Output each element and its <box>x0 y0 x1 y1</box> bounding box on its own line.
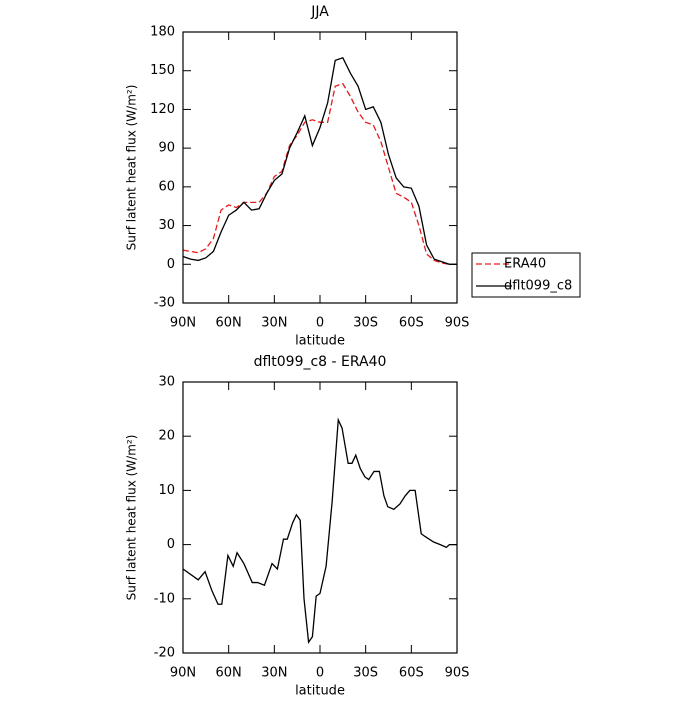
legend-label: ERA40 <box>504 257 546 272</box>
x-tick-label: 0 <box>316 316 324 331</box>
y-tick-label: 20 <box>158 429 175 444</box>
y-tick-label: 90 <box>158 141 175 156</box>
y-tick-label: 150 <box>150 63 175 78</box>
y-tick-label: 30 <box>158 375 175 390</box>
x-tick-label: 90S <box>445 316 470 331</box>
x-tick-label: 0 <box>316 666 324 681</box>
chart-title: dflt099_c8 - ERA40 <box>254 354 387 370</box>
y-tick-label: 120 <box>150 102 175 117</box>
x-tick-label: 90N <box>170 316 196 331</box>
legend-box <box>471 252 581 298</box>
y-tick-label: 180 <box>150 25 175 40</box>
y-tick-label: -10 <box>154 591 175 606</box>
x-tick-label: 60N <box>216 316 242 331</box>
x-axis-label: latitude <box>295 334 345 349</box>
y-axis-label: Surf latent heat flux (W/m²) <box>125 435 139 601</box>
y-tick-label: -20 <box>154 646 175 661</box>
x-tick-label: 30S <box>353 316 378 331</box>
y-tick-label: 60 <box>158 179 175 194</box>
legend-label: dflt099_c8 <box>504 279 572 294</box>
x-tick-label: 90N <box>170 666 196 681</box>
chart-title: JJA <box>310 4 329 20</box>
y-tick-label: 0 <box>167 257 175 272</box>
data-line <box>182 57 457 265</box>
x-tick-label: 30N <box>261 316 287 331</box>
x-tick-label: 30N <box>261 666 287 681</box>
y-tick-label: 0 <box>167 537 175 552</box>
y-tick-label: -30 <box>154 296 175 311</box>
data-line <box>182 82 457 265</box>
plot-frame <box>182 31 458 304</box>
x-axis-label: latitude <box>295 684 345 699</box>
y-tick-label: 30 <box>158 218 175 233</box>
x-tick-label: 30S <box>353 666 378 681</box>
x-tick-label: 60N <box>216 666 242 681</box>
x-tick-label: 60S <box>399 666 424 681</box>
y-tick-label: 10 <box>158 483 175 498</box>
y-axis-label: Surf latent heat flux (W/m²) <box>125 85 139 251</box>
x-tick-label: 60S <box>399 316 424 331</box>
x-tick-label: 90S <box>445 666 470 681</box>
plot-frame <box>182 381 458 654</box>
data-line <box>182 417 457 644</box>
